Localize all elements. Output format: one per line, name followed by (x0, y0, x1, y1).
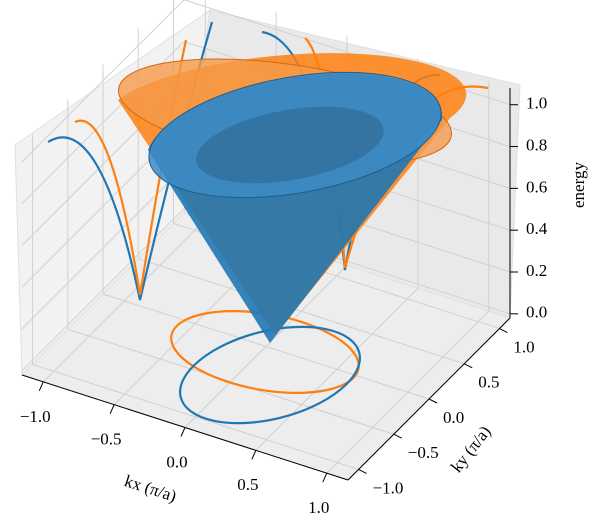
grid-line (102, 293, 430, 400)
x-tick-label: 0.5 (237, 475, 258, 494)
x-tick (180, 427, 186, 437)
x-tick-label: −1.0 (20, 407, 51, 426)
x-tick (38, 381, 44, 392)
y-tick (428, 398, 438, 404)
z-tick-label: 1.0 (526, 94, 547, 113)
axes (21, 88, 518, 483)
grid-line (32, 363, 359, 470)
x-tick-label: 1.0 (308, 498, 329, 517)
y-axis-line (347, 317, 511, 481)
grid-line (138, 258, 465, 365)
z-tick-label: 0.6 (526, 177, 547, 196)
grid-line (21, 0, 185, 163)
y-tick-label: −1.0 (373, 478, 404, 497)
y-tick (499, 328, 508, 334)
x-tick (322, 472, 328, 483)
z-tick-label: 0.4 (526, 219, 548, 238)
y-tick (358, 468, 367, 474)
grid-line (67, 328, 394, 435)
y-tick (393, 433, 403, 439)
y-tick-label: 0.5 (478, 373, 499, 392)
blue-cone-inner (196, 106, 384, 184)
z-tick-label: 0.0 (526, 303, 547, 322)
x-axis-line (21, 374, 349, 481)
floor-contour-blue (179, 325, 361, 425)
x-tick-label: −0.5 (91, 430, 122, 449)
y-tick-label: −0.5 (408, 443, 439, 462)
grid-line (21, 208, 185, 372)
z-tick-label: 0.2 (526, 261, 547, 280)
x-axis-label: kx (π/a) (122, 471, 179, 506)
y-axis-label: ky (π/a) (447, 422, 495, 476)
x-tick (109, 404, 115, 414)
z-axis-label: energy (569, 162, 588, 208)
y-tick-label: 0.0 (443, 408, 464, 427)
x-tick (251, 450, 257, 460)
x-tick-label: 0.0 (166, 452, 187, 471)
y-tick (463, 363, 473, 369)
z-tick-label: 0.8 (526, 135, 547, 154)
surfaces (118, 53, 467, 344)
y-tick-label: 1.0 (513, 337, 534, 356)
